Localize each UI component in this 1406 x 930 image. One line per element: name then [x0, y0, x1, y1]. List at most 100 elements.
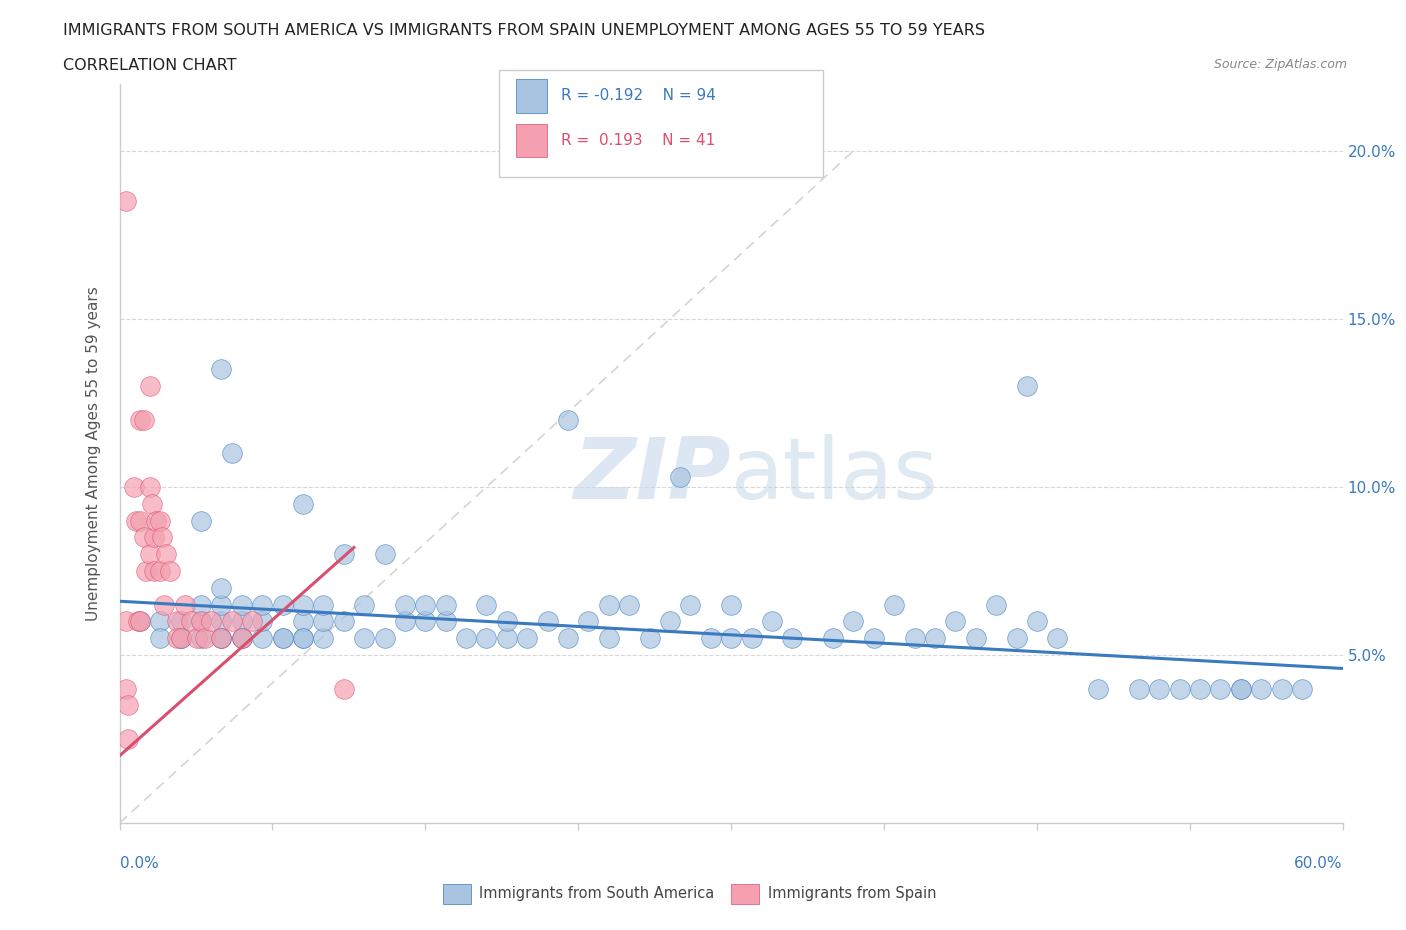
- Point: [557, 631, 579, 645]
- Text: R =  0.193    N = 41: R = 0.193 N = 41: [561, 133, 716, 148]
- Point: [190, 614, 212, 629]
- Point: [169, 631, 191, 645]
- Point: [638, 631, 661, 645]
- Point: [117, 698, 139, 713]
- Point: [619, 597, 641, 612]
- Point: [945, 614, 967, 629]
- Point: [129, 513, 152, 528]
- Point: [186, 631, 208, 645]
- Point: [166, 631, 188, 645]
- Point: [1229, 681, 1253, 696]
- Point: [292, 631, 315, 645]
- Text: Immigrants from South America: Immigrants from South America: [479, 886, 714, 901]
- Point: [353, 597, 375, 612]
- Point: [231, 631, 253, 645]
- Point: [250, 614, 273, 629]
- Point: [292, 614, 315, 629]
- Point: [720, 597, 742, 612]
- Point: [312, 631, 335, 645]
- Point: [394, 597, 416, 612]
- Point: [180, 614, 202, 629]
- Point: [434, 597, 457, 612]
- Point: [271, 631, 294, 645]
- Point: [139, 547, 162, 562]
- Point: [231, 614, 253, 629]
- Point: [1168, 681, 1191, 696]
- Point: [135, 564, 157, 578]
- Point: [740, 631, 762, 645]
- Point: [475, 631, 498, 645]
- Point: [129, 614, 152, 629]
- Y-axis label: Unemployment Among Ages 55 to 59 years: Unemployment Among Ages 55 to 59 years: [86, 286, 101, 620]
- Point: [250, 597, 273, 612]
- Point: [374, 631, 396, 645]
- Point: [1087, 681, 1109, 696]
- Point: [190, 631, 212, 645]
- Point: [1271, 681, 1294, 696]
- Point: [129, 412, 152, 427]
- Point: [211, 631, 233, 645]
- Text: 60.0%: 60.0%: [1295, 856, 1343, 870]
- Point: [720, 631, 742, 645]
- Point: [413, 614, 436, 629]
- Point: [312, 614, 335, 629]
- Text: IMMIGRANTS FROM SOUTH AMERICA VS IMMIGRANTS FROM SPAIN UNEMPLOYMENT AMONG AGES 5: IMMIGRANTS FROM SOUTH AMERICA VS IMMIGRA…: [63, 23, 986, 38]
- Point: [1189, 681, 1212, 696]
- Text: 0.0%: 0.0%: [120, 856, 159, 870]
- Point: [475, 597, 498, 612]
- Point: [190, 614, 212, 629]
- Point: [169, 631, 191, 645]
- Point: [557, 412, 579, 427]
- Text: R = -0.192    N = 94: R = -0.192 N = 94: [561, 88, 716, 103]
- Point: [159, 564, 181, 578]
- Point: [169, 631, 191, 645]
- Point: [1291, 681, 1313, 696]
- Point: [332, 614, 354, 629]
- Point: [132, 530, 155, 545]
- Point: [883, 597, 905, 612]
- Point: [659, 614, 682, 629]
- Point: [578, 614, 600, 629]
- Point: [332, 547, 354, 562]
- Point: [456, 631, 478, 645]
- Point: [679, 597, 702, 612]
- Text: Source: ZipAtlas.com: Source: ZipAtlas.com: [1213, 58, 1347, 71]
- Point: [434, 614, 457, 629]
- Text: ZIP: ZIP: [574, 434, 731, 517]
- Point: [114, 681, 136, 696]
- Point: [143, 564, 166, 578]
- Point: [221, 614, 243, 629]
- Point: [194, 631, 217, 645]
- Point: [221, 446, 243, 461]
- Point: [761, 614, 783, 629]
- Point: [139, 379, 162, 393]
- Point: [211, 631, 233, 645]
- Point: [190, 597, 212, 612]
- Point: [984, 597, 1007, 612]
- Point: [211, 597, 233, 612]
- Point: [240, 614, 263, 629]
- Point: [129, 614, 152, 629]
- Point: [292, 497, 315, 512]
- Point: [150, 530, 173, 545]
- Point: [231, 631, 253, 645]
- Point: [127, 614, 149, 629]
- Point: [924, 631, 946, 645]
- Point: [292, 631, 315, 645]
- Point: [173, 597, 195, 612]
- Point: [122, 480, 145, 495]
- Point: [842, 614, 865, 629]
- Point: [211, 580, 233, 595]
- Point: [516, 631, 538, 645]
- Point: [292, 597, 315, 612]
- Point: [117, 732, 139, 747]
- Point: [821, 631, 844, 645]
- Point: [211, 614, 233, 629]
- Point: [200, 614, 222, 629]
- Point: [1250, 681, 1272, 696]
- Point: [149, 513, 172, 528]
- Point: [598, 631, 620, 645]
- Point: [211, 362, 233, 377]
- Point: [374, 547, 396, 562]
- Point: [669, 470, 692, 485]
